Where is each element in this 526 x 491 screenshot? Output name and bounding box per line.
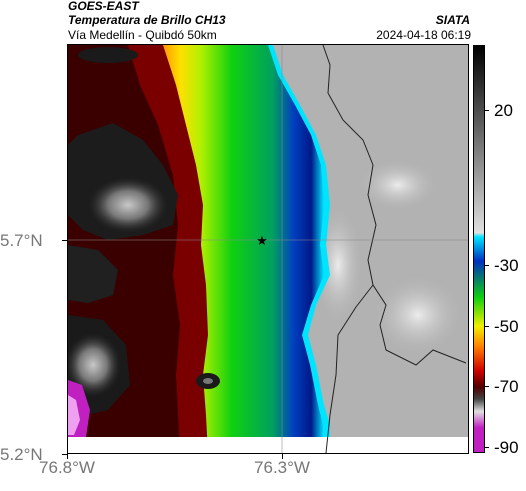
colorbar-tick bbox=[485, 386, 489, 387]
overshooting-top bbox=[78, 47, 138, 63]
colorbar-label: -90 bbox=[494, 438, 519, 457]
y-tick-label: 5.2°N bbox=[0, 445, 43, 464]
x-tick-mark bbox=[67, 454, 68, 459]
colorbar-label: -50 bbox=[494, 317, 519, 336]
coldest-corner-light bbox=[68, 395, 80, 435]
colorbar-label: 20 bbox=[494, 101, 513, 120]
colorbar-label: -30 bbox=[494, 256, 519, 275]
overshooting-top-core bbox=[88, 177, 168, 233]
satellite-map[interactable]: ★ bbox=[67, 44, 469, 454]
colorbar-tick bbox=[485, 110, 489, 111]
y-tick-label: 5.7°N bbox=[0, 231, 43, 250]
star-marker[interactable]: ★ bbox=[256, 233, 268, 248]
warm-surface-patch bbox=[358, 159, 438, 211]
organization-label: SIATA bbox=[435, 13, 470, 27]
no-data-strip bbox=[68, 437, 468, 453]
colorbar-tick bbox=[485, 326, 489, 327]
colorbar-tick bbox=[485, 447, 489, 448]
overshooting-top bbox=[68, 245, 118, 303]
y-tick-mark bbox=[62, 454, 67, 455]
temperature-colorbar bbox=[473, 45, 485, 453]
region-label: Vía Medellín - Quibdó 50km bbox=[68, 28, 217, 42]
department-border bbox=[322, 45, 467, 366]
overshooting-top-core bbox=[68, 333, 121, 397]
timestamp-label: 2024-04-18 06:19 bbox=[376, 28, 471, 42]
warm-surface-patch bbox=[373, 275, 463, 355]
department-border bbox=[325, 284, 374, 453]
overshooting-top-core bbox=[203, 378, 213, 384]
map-canvas: ★ bbox=[68, 45, 468, 453]
x-tick-label: 76.8°W bbox=[39, 458, 95, 477]
colorbar-tick bbox=[485, 265, 489, 266]
satellite-title: GOES-EAST bbox=[68, 0, 139, 13]
x-tick-mark bbox=[282, 454, 283, 459]
product-title: Temperatura de Brillo CH13 bbox=[68, 13, 226, 27]
y-tick-mark bbox=[62, 240, 67, 241]
colorbar-label: -70 bbox=[494, 377, 519, 396]
x-tick-label: 76.3°W bbox=[254, 458, 310, 477]
